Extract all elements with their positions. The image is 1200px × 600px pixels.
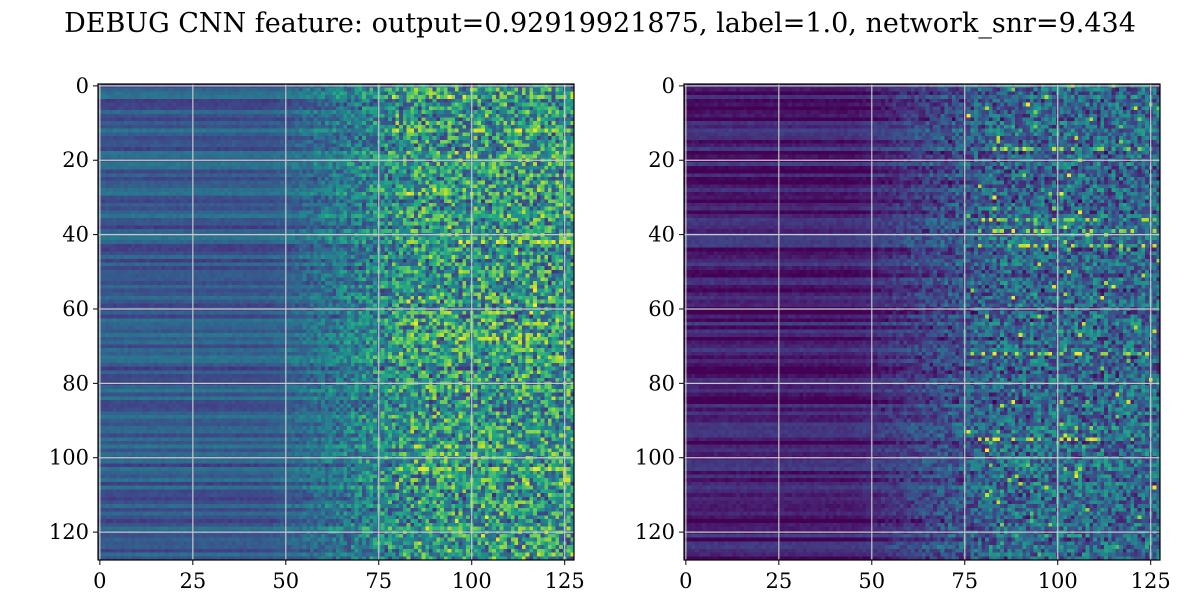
y-tick-label: 80 [62,371,89,395]
axes-frame [97,83,575,561]
x-tick-label: 100 [1038,569,1078,593]
y-tick-label: 20 [648,148,675,172]
x-tick-label: 125 [1131,569,1171,593]
x-tick-label: 100 [452,569,492,593]
x-tick-label: 75 [365,569,392,593]
heatmap-image [98,84,574,560]
heatmap-image [684,84,1160,560]
y-tick-label: 80 [648,371,675,395]
heatmap-panel-left: 0 25 50 75 100 125 0 20 40 60 80 100 120 [49,74,585,593]
x-tick-label: 0 [679,569,692,593]
y-tick-label: 100 [49,446,89,470]
heatmap-panel-right: 0 25 50 75 100 125 0 20 40 60 80 100 120 [635,74,1171,593]
x-tick-label: 50 [272,569,299,593]
x-tick-label: 25 [179,569,206,593]
figure-title: DEBUG CNN feature: output=0.92919921875,… [64,8,1136,39]
x-tick-label: 50 [858,569,885,593]
y-tick-label: 100 [635,446,675,470]
y-tick-label: 120 [635,520,675,544]
y-tick-label: 40 [648,223,675,247]
y-tick-label: 60 [648,297,675,321]
x-tick-label: 125 [545,569,585,593]
y-tick-label: 20 [62,148,89,172]
y-tick-label: 40 [62,223,89,247]
y-tick-label: 120 [49,520,89,544]
y-tick-label: 60 [62,297,89,321]
y-tick-label: 0 [76,74,89,98]
x-tick-label: 75 [951,569,978,593]
x-tick-label: 25 [765,569,792,593]
y-tick-label: 0 [662,74,675,98]
axes-frame [683,83,1161,561]
x-tick-label: 0 [93,569,106,593]
